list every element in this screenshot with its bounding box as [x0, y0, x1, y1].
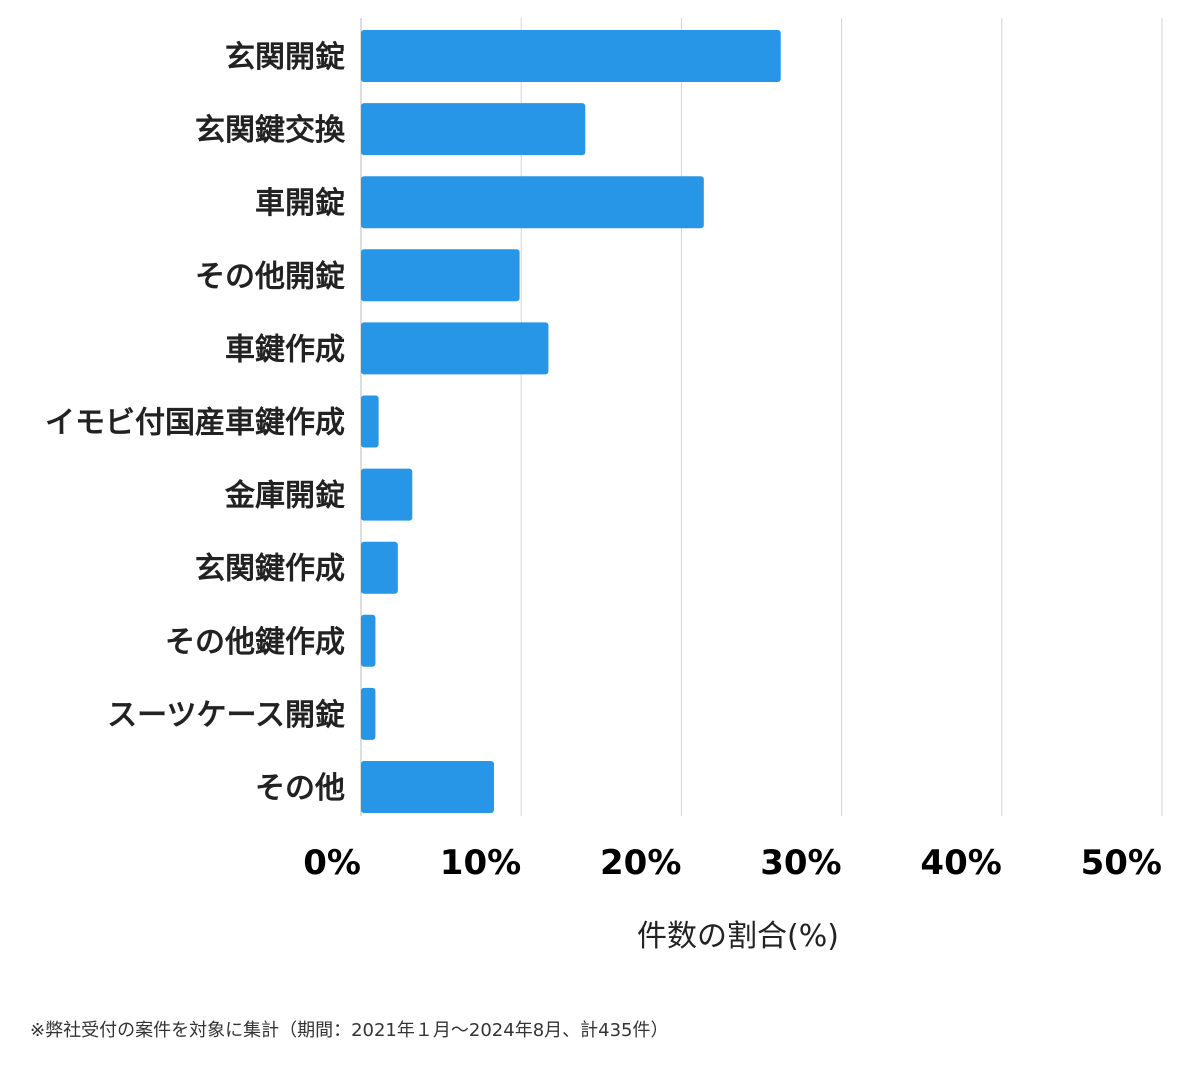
category-label: 玄関鍵作成 [195, 552, 345, 587]
bar-chart: 玄関開錠玄関鍵交換車開錠その他開錠車鍵作成イモビ付国産車鍵作成金庫開錠玄関鍵作成… [45, 18, 1163, 954]
bar [361, 687, 376, 740]
bar [361, 468, 413, 521]
category-labels: 玄関開錠玄関鍵交換車開錠その他開錠車鍵作成イモビ付国産車鍵作成金庫開錠玄関鍵作成… [45, 40, 346, 806]
bar [361, 322, 549, 375]
x-tick-label: 20% [600, 843, 681, 883]
category-label: その他鍵作成 [165, 625, 345, 660]
category-label: イモビ付国産車鍵作成 [45, 406, 345, 441]
x-tick-label: 30% [760, 843, 841, 883]
category-label: 車開錠 [255, 186, 345, 221]
bar [361, 541, 398, 594]
footnote: ※弊社受付の案件を対象に集計（期間：2021年１月～2024年8月、計435件） [30, 1020, 669, 1041]
bar [361, 395, 379, 448]
category-label: 玄関鍵交換 [195, 113, 346, 148]
x-tick-labels: 0% 10% 20% 30% 40% 50% [303, 843, 1162, 883]
category-label: その他開錠 [195, 259, 345, 294]
bar [361, 761, 494, 813]
x-tick-label: 40% [920, 843, 1001, 883]
x-tick-label: 10% [440, 843, 521, 883]
category-label: 車鍵作成 [225, 332, 345, 367]
x-tick-label: 0% [303, 843, 361, 883]
bar [361, 176, 704, 229]
bar [361, 30, 781, 82]
x-tick-label: 50% [1081, 843, 1162, 883]
category-label: スーツケース開錠 [107, 698, 345, 733]
bar [361, 103, 586, 156]
bar [361, 614, 376, 667]
bars [361, 30, 781, 813]
bar [361, 249, 520, 302]
category-label: その他 [255, 771, 345, 806]
category-label: 金庫開錠 [224, 479, 345, 514]
x-axis-title: 件数の割合(%) [637, 919, 839, 954]
category-label: 玄関開錠 [225, 40, 345, 75]
